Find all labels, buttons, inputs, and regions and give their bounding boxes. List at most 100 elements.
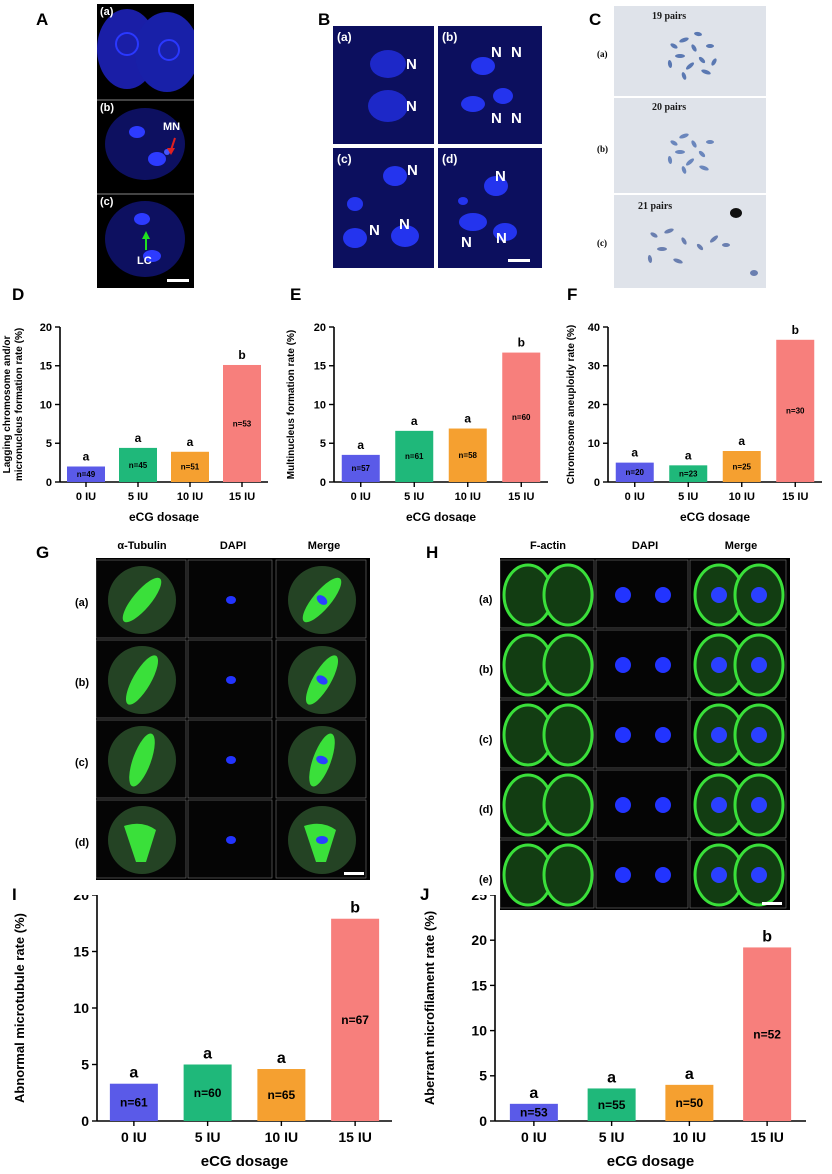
karyotype-row-label: (a) [597, 49, 608, 59]
x-tick-label: 15 IU [508, 491, 534, 503]
image-cell [595, 839, 689, 909]
nucleus [383, 166, 407, 186]
x-axis-title: eCG dosage [201, 1153, 289, 1170]
nucleus [655, 867, 671, 883]
bar-n-label: n=30 [786, 407, 805, 416]
significance-letter: a [277, 1050, 286, 1067]
y-tick-label: 20 [73, 895, 89, 903]
bar [669, 465, 708, 482]
panel-b-sub-d: (d) [442, 152, 458, 166]
y-tick-label: 40 [588, 322, 600, 334]
scale-bar [167, 279, 189, 282]
nucleus [115, 32, 139, 56]
row-label: (d) [479, 804, 494, 816]
x-tick-label: 15 IU [229, 491, 255, 503]
x-tick-label: 5 IU [404, 491, 424, 503]
row-label: (a) [479, 594, 493, 606]
x-tick-label: 5 IU [128, 491, 148, 503]
significance-letter: a [738, 434, 745, 448]
chromosomes [226, 676, 236, 684]
nucleus [493, 88, 513, 104]
bar-n-label: n=57 [352, 464, 371, 473]
panel-h-svg [500, 559, 787, 909]
bar [502, 352, 541, 482]
x-tick-label: 10 IU [729, 491, 755, 503]
significance-letter: a [357, 438, 364, 452]
bar-n-label: n=50 [676, 1096, 704, 1110]
nucleus [148, 152, 166, 166]
y-tick-label: 20 [40, 322, 52, 334]
significance-letter: b [238, 348, 245, 362]
bar [257, 1069, 306, 1121]
y-tick-label: 15 [40, 361, 52, 373]
bar-chart-f: 0 10 20 30 40 n=20 a 0 IU n=23 a 5 IU n=25 a 10 IU n=3… [566, 322, 822, 522]
bar-chart-j: 0 5 10 15 20 25 n=53 a 0 IU n=55 a 5 IU n=50 a 10 IU n=… [422, 895, 806, 1170]
nucleus [615, 867, 631, 883]
x-tick-label: 0 IU [351, 491, 371, 503]
n-label: N [511, 44, 522, 61]
y-tick-label: 15 [314, 361, 326, 373]
blastomere [542, 843, 594, 907]
chromosomes [316, 836, 328, 844]
n-label: N [407, 162, 418, 179]
x-tick-label: 5 IU [599, 1129, 625, 1145]
bar [183, 1064, 232, 1121]
nucleus [751, 727, 767, 743]
panel-b-svg [333, 26, 542, 268]
panel-b-images: (a) (b) (c) (d) N N N N N N N N N N N N [333, 26, 542, 268]
nucleus [158, 39, 180, 61]
significance-letter: a [187, 435, 194, 449]
significance-letter: a [631, 446, 638, 460]
y-tick-label: 20 [588, 399, 600, 411]
spindle [124, 823, 156, 862]
n-label: N [511, 110, 522, 127]
significance-letter: a [411, 414, 418, 428]
n-label: N [406, 98, 417, 115]
panel-label-e: E [290, 285, 302, 304]
image-cell [595, 559, 689, 629]
y-tick-label: 10 [588, 438, 600, 450]
blastomere [542, 773, 594, 837]
nucleus [134, 213, 150, 225]
nucleus [129, 126, 145, 138]
row-label: (c) [75, 757, 89, 769]
y-tick-label: 10 [40, 399, 52, 411]
y-tick-label: 5 [479, 1068, 487, 1084]
y-tick-label: 25 [471, 895, 487, 903]
scale-bar [762, 902, 782, 905]
nucleus [711, 657, 727, 673]
x-axis-title: eCG dosage [680, 510, 750, 522]
panel-label-d: D [12, 285, 25, 304]
bar-n-label: n=45 [129, 461, 148, 470]
significance-letter: b [762, 928, 772, 945]
chromosomes [316, 675, 328, 685]
bar-n-label: n=55 [598, 1098, 626, 1112]
significance-letter: a [83, 450, 90, 464]
x-tick-label: 5 IU [195, 1129, 221, 1145]
panel-label-g: G [36, 543, 50, 562]
n-label: N [399, 216, 410, 233]
karyotype-title: 20 pairs [652, 102, 687, 113]
x-tick-label: 10 IU [177, 491, 203, 503]
karyotype-image: 20 pairs [614, 98, 766, 193]
bar-n-label: n=25 [733, 462, 752, 471]
panel-label-f: F [567, 285, 578, 304]
chromosomes [226, 596, 236, 604]
nucleus [458, 197, 468, 205]
y-tick-label: 10 [471, 1023, 487, 1039]
x-tick-label: 15 IU [338, 1129, 371, 1145]
nucleus [368, 90, 408, 122]
y-tick-label: 0 [46, 477, 52, 489]
bar [665, 1084, 714, 1121]
nucleus [751, 587, 767, 603]
mn-label: MN [163, 121, 181, 133]
n-label: N [369, 222, 380, 239]
bar-n-label: n=61 [405, 452, 424, 461]
nucleus [461, 96, 485, 112]
nucleus [347, 197, 363, 211]
nucleus [655, 657, 671, 673]
bar [509, 1103, 558, 1121]
row-label: (c) [479, 734, 493, 746]
image-cell [595, 769, 689, 839]
x-tick-label: 10 IU [265, 1129, 298, 1145]
